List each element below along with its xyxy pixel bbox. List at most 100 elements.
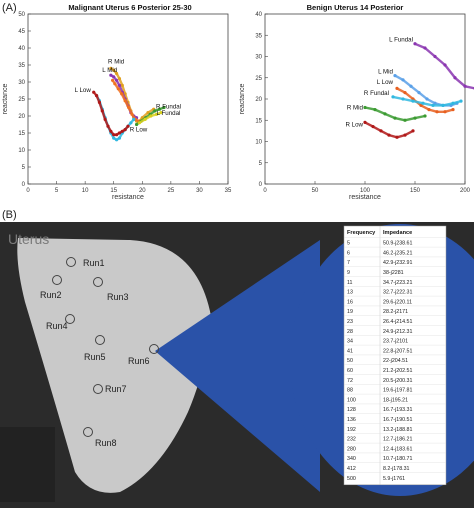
table-cell-impedance: 32.7-j222.31 (383, 290, 413, 296)
table-cell-frequency: 136 (347, 417, 356, 423)
x-tick-label: 10 (82, 188, 89, 194)
table-cell-impedance: 8.2-j178.31 (383, 466, 410, 472)
y-tick-label: 20 (18, 114, 25, 120)
y-tick-label: 5 (259, 161, 263, 167)
table-cell-impedance: 29.6-j220.11 (383, 299, 412, 305)
data-point (106, 124, 110, 128)
data-point (363, 120, 367, 124)
data-point (413, 42, 417, 46)
data-point (103, 117, 107, 121)
series-line (391, 95, 463, 107)
series-annotation: L Mid (378, 69, 393, 76)
chart-title: Malignant Uterus 6 Posterior 25-30 (68, 3, 191, 12)
dark-corner-box (0, 427, 55, 502)
table-cell-frequency: 500 (347, 476, 356, 482)
x-axis-label: resistance (112, 194, 144, 201)
data-point (100, 109, 104, 113)
data-point (383, 112, 387, 116)
plot-area (264, 13, 466, 185)
data-point (162, 105, 166, 110)
data-point (411, 129, 415, 133)
data-point (120, 92, 124, 96)
data-point (441, 103, 445, 107)
table-cell-impedance: 26.4-j214.51 (383, 319, 413, 325)
run-marker (83, 427, 93, 437)
run-marker (93, 277, 103, 287)
x-tick-label: 0 (263, 188, 267, 194)
table-cell-impedance: 34.7-j223.21 (383, 280, 413, 286)
chart-marks: 0 5 10 15 20 25 30 35 0 5 10 15 20 25 30 35 40 45 50 R Mid L… (18, 12, 232, 194)
data-point (112, 136, 116, 140)
table-cell-impedance: 21.2-j202.51 (383, 368, 413, 374)
data-point (157, 107, 162, 111)
data-point (146, 111, 150, 115)
organ-label: Uterus (8, 231, 49, 247)
data-point (109, 73, 113, 77)
data-point (459, 99, 463, 103)
chart-marks: 0 50 100 150 200 0 5 10 15 20 25 30 35 40 L Fundal L Mi… (255, 12, 474, 194)
y-tick-label: 15 (18, 131, 25, 137)
table-cell-frequency: 340 (347, 456, 356, 462)
data-point (132, 117, 136, 121)
run-marker (95, 335, 105, 345)
series-annotation: R Mid (347, 105, 364, 112)
data-point (433, 54, 437, 59)
y-tick-label: 50 (18, 12, 25, 18)
y-tick-label: 0 (259, 182, 263, 188)
data-point (143, 117, 147, 121)
x-tick-label: 30 (196, 188, 203, 194)
data-point (114, 138, 119, 142)
data-point (154, 112, 159, 116)
data-point (114, 71, 119, 76)
table-cell-frequency: 16 (347, 299, 353, 305)
y-tick-label: 25 (255, 76, 262, 82)
data-point (123, 99, 127, 103)
data-point (387, 133, 391, 137)
series-annotation: R Fundal (156, 104, 181, 111)
data-point (120, 129, 124, 133)
data-point (363, 105, 367, 110)
data-point (126, 105, 131, 110)
series-annotation: L Mid (102, 67, 117, 74)
series-annotation: R Low (130, 126, 148, 133)
y-tick-label: 25 (18, 97, 25, 103)
series-annotation: R Fundal (364, 90, 389, 97)
uterus-shape (17, 238, 212, 493)
table-cell-frequency: 192 (347, 427, 356, 433)
x-tick-label: 15 (110, 188, 117, 194)
y-tick-label: 40 (18, 46, 25, 52)
table-cell-frequency: 412 (347, 466, 356, 472)
series-annotation: R Low (345, 122, 363, 129)
data-point (117, 77, 122, 81)
table-cell-frequency: 11 (347, 280, 353, 286)
series-annotation: L Low (377, 79, 394, 86)
table-cell-frequency: 6 (347, 250, 350, 256)
data-point (134, 122, 139, 127)
table-cell-impedance: 18-j195.21 (383, 397, 408, 403)
table-cell-impedance: 23.7-j2101 (383, 339, 408, 345)
table-cell-frequency: 232 (347, 437, 356, 443)
data-point (373, 108, 377, 112)
table-cell-impedance: 28.2-j2171 (383, 309, 408, 315)
data-point (451, 108, 455, 112)
data-point (395, 135, 399, 139)
data-point (130, 112, 134, 116)
data-point (114, 78, 119, 82)
data-point (112, 68, 116, 72)
y-tick-label: 35 (255, 33, 262, 39)
data-point (423, 46, 427, 50)
table-cell-frequency: 50 (347, 358, 353, 364)
table-cell-impedance: 16.7-j193.31 (383, 407, 413, 413)
table-cell-frequency: 128 (347, 407, 356, 413)
table-background (343, 225, 447, 486)
x-tick-label: 50 (312, 188, 319, 194)
data-point (419, 103, 423, 107)
table-cell-impedance: 5.9-j1761 (383, 476, 405, 482)
table-cell-impedance: 16.7-j190.51 (383, 417, 413, 423)
data-point (435, 110, 439, 114)
table-cell-frequency: 19 (347, 309, 353, 315)
callout-wedge (155, 240, 320, 492)
run-label: Run4 (46, 321, 68, 331)
impedance-table: Frequency Impedance 5 50.9-j238.61 6 46.2-j23… (343, 225, 447, 486)
